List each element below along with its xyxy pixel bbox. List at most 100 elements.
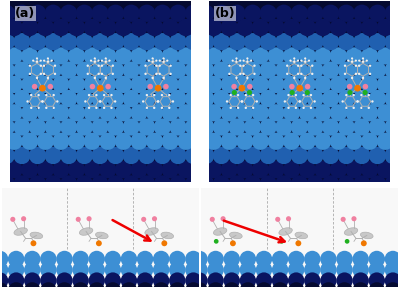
Circle shape (110, 107, 113, 109)
Circle shape (38, 94, 40, 96)
Circle shape (152, 216, 157, 221)
Circle shape (293, 60, 296, 63)
Circle shape (99, 19, 116, 36)
Circle shape (230, 107, 232, 109)
Circle shape (44, 62, 62, 79)
Circle shape (256, 251, 272, 267)
Circle shape (107, 62, 124, 79)
Circle shape (345, 107, 348, 109)
Circle shape (205, 133, 222, 150)
Circle shape (146, 76, 163, 93)
Circle shape (305, 90, 310, 95)
Circle shape (21, 216, 26, 221)
Circle shape (284, 100, 286, 103)
Circle shape (267, 76, 285, 93)
Circle shape (163, 84, 169, 89)
Circle shape (210, 217, 215, 222)
Circle shape (153, 262, 170, 278)
Circle shape (84, 161, 101, 178)
Circle shape (191, 282, 208, 292)
Circle shape (60, 5, 78, 22)
Circle shape (291, 147, 308, 164)
Circle shape (283, 104, 300, 121)
Circle shape (29, 33, 46, 51)
Circle shape (29, 5, 46, 22)
Circle shape (159, 60, 161, 62)
Circle shape (40, 73, 42, 75)
Circle shape (304, 251, 320, 267)
Circle shape (275, 175, 292, 193)
Circle shape (91, 90, 109, 107)
Circle shape (154, 118, 171, 136)
Circle shape (154, 5, 171, 22)
Circle shape (228, 118, 246, 136)
Circle shape (76, 62, 93, 79)
Circle shape (185, 147, 202, 164)
Circle shape (360, 94, 362, 96)
Circle shape (162, 19, 179, 36)
Circle shape (130, 161, 148, 178)
Circle shape (300, 73, 302, 75)
Circle shape (185, 262, 202, 278)
Circle shape (267, 104, 285, 121)
Circle shape (239, 73, 242, 75)
Circle shape (256, 262, 272, 278)
Circle shape (6, 76, 23, 93)
Circle shape (295, 94, 297, 96)
Circle shape (76, 5, 93, 22)
Circle shape (230, 240, 236, 246)
Circle shape (47, 77, 49, 79)
Circle shape (193, 161, 210, 178)
Circle shape (146, 161, 163, 178)
Circle shape (107, 33, 124, 51)
Circle shape (244, 90, 261, 107)
Circle shape (193, 76, 210, 93)
Circle shape (40, 282, 57, 292)
Circle shape (362, 57, 364, 60)
Circle shape (236, 133, 254, 150)
Circle shape (29, 175, 46, 193)
Circle shape (260, 62, 277, 79)
Circle shape (72, 272, 89, 289)
Circle shape (306, 175, 324, 193)
Circle shape (91, 5, 109, 22)
Circle shape (384, 90, 400, 107)
Circle shape (95, 107, 98, 109)
Circle shape (368, 107, 370, 109)
Circle shape (104, 77, 107, 79)
Circle shape (72, 262, 89, 278)
Circle shape (351, 60, 353, 63)
Circle shape (185, 282, 202, 292)
Circle shape (384, 33, 400, 51)
Circle shape (197, 175, 214, 193)
Circle shape (283, 161, 300, 178)
Ellipse shape (279, 228, 292, 235)
Circle shape (86, 73, 89, 75)
Circle shape (306, 5, 324, 22)
Circle shape (56, 272, 73, 289)
Circle shape (220, 133, 238, 150)
Circle shape (52, 47, 70, 65)
Circle shape (330, 47, 347, 65)
Circle shape (152, 77, 154, 79)
Circle shape (314, 76, 332, 93)
Circle shape (153, 94, 156, 96)
Circle shape (224, 282, 240, 292)
Circle shape (289, 84, 295, 89)
Circle shape (252, 94, 254, 96)
Circle shape (68, 19, 85, 36)
Circle shape (107, 147, 124, 164)
Circle shape (371, 100, 374, 103)
Circle shape (152, 57, 154, 60)
Circle shape (13, 33, 31, 51)
Circle shape (361, 104, 378, 121)
Circle shape (288, 251, 304, 267)
Circle shape (205, 47, 222, 65)
Circle shape (197, 90, 214, 107)
Circle shape (177, 104, 194, 121)
Circle shape (336, 251, 353, 267)
Circle shape (267, 47, 285, 65)
Circle shape (235, 77, 238, 79)
Ellipse shape (30, 232, 43, 239)
Circle shape (207, 262, 224, 278)
